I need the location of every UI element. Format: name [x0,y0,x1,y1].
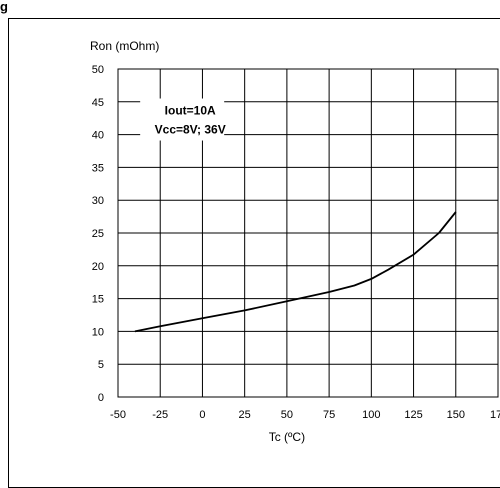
corner-glyph: g [0,0,8,14]
x-tick-label: -50 [110,409,126,421]
y-tick-labels: 0 5 10 15 20 25 30 35 40 45 50 [92,64,104,404]
y-tick-label: 15 [92,294,104,306]
x-tick-label: 125 [404,409,422,421]
y-tick-label: 20 [92,261,104,273]
y-tick-label: 50 [92,64,104,76]
series-group [134,211,457,333]
y-tick-label: 45 [92,97,104,109]
condition-annotation: Iout=10A Vcc=8V; 36V [140,98,226,141]
x-tick-label: 150 [447,409,465,421]
x-tick-label: 25 [239,409,251,421]
x-tick-labels: -50 -25 0 25 50 75 100 125 150 17 [110,409,500,421]
y-tick-label: 30 [92,195,104,207]
x-tick-label: 100 [362,409,380,421]
x-tick-label: 75 [323,409,335,421]
x-tick-label: 17 [490,409,500,421]
annotation-line-voltage: Vcc=8V; 36V [155,123,226,137]
y-tick-label: 25 [92,228,104,240]
y-axis-label: Ron (mOhm) [90,39,159,53]
annotation-line-current: Iout=10A [165,104,216,118]
y-tick-label: 5 [98,359,104,371]
y-tick-label: 35 [92,162,104,174]
x-tick-label: 50 [281,409,293,421]
x-tick-label: 0 [199,409,205,421]
series-line [134,211,457,333]
x-tick-label: -25 [152,409,168,421]
y-tick-label: 40 [92,130,104,142]
y-tick-label: 0 [98,392,104,404]
annotation-background [140,98,225,141]
y-tick-label: 10 [92,326,104,338]
x-axis-label: Tc (ºC) [269,430,305,444]
plot-area [117,68,499,398]
